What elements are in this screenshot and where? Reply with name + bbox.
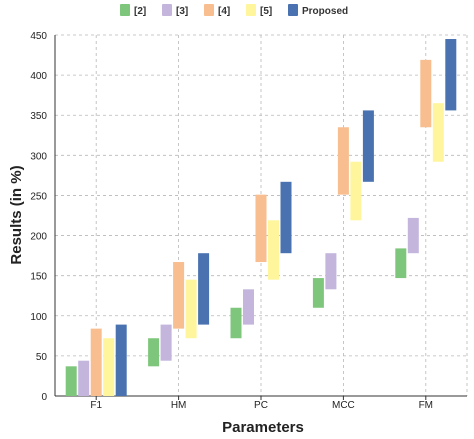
range-bar	[185, 279, 197, 339]
y-tick-label: 200	[30, 232, 47, 243]
legend-swatch	[120, 4, 130, 16]
legend-label: [5]	[260, 6, 272, 17]
x-tick-label: HM	[171, 400, 187, 411]
legend-label: [3]	[176, 6, 188, 17]
range-bar	[325, 253, 337, 290]
range-bar	[395, 248, 407, 279]
range-bar	[230, 307, 242, 339]
y-tick-label: 100	[30, 312, 47, 323]
legend-swatch	[246, 4, 256, 16]
range-bar	[173, 262, 185, 329]
range-bar	[78, 360, 90, 396]
y-tick-label: 350	[30, 111, 47, 122]
y-tick-label: 450	[30, 31, 47, 42]
range-bar	[243, 289, 254, 325]
legend-label: [4]	[218, 6, 230, 17]
range-bar	[312, 278, 324, 308]
y-tick-label: 300	[30, 151, 47, 162]
y-tick-label: 250	[30, 191, 47, 202]
x-axis-title: Parameters	[222, 419, 304, 434]
y-tick-label: 50	[36, 352, 48, 363]
range-bar	[115, 324, 127, 396]
range-bar	[103, 338, 115, 396]
x-tick-label: F1	[90, 400, 102, 411]
x-tick-label: MCC	[332, 400, 355, 411]
legend-label: Proposed	[302, 6, 348, 17]
axis-layer: 0 50 100 150 200 250 300 350 400 450 F1 HM PC MCC FM	[30, 31, 467, 411]
range-bar	[198, 253, 210, 325]
range-bar	[350, 161, 362, 221]
y-tick-label: 150	[30, 272, 47, 283]
range-bar	[90, 328, 102, 396]
range-bar	[420, 59, 432, 128]
range-bar	[407, 217, 419, 254]
range-bar	[160, 324, 172, 361]
range-bar	[268, 220, 279, 280]
range-bar	[65, 366, 77, 396]
y-tick-label: 400	[30, 71, 47, 82]
range-bar	[280, 181, 292, 254]
x-tick-label: PC	[254, 400, 268, 411]
range-bar	[362, 110, 374, 182]
y-axis-title: Results (in %)	[8, 165, 25, 264]
x-tick-label: FM	[419, 400, 433, 411]
legend-swatch	[204, 4, 214, 16]
range-bar	[445, 39, 457, 111]
legend: [2] [3] [4] [5] Proposed	[120, 4, 348, 17]
range-bar	[432, 103, 444, 162]
range-bar	[148, 338, 160, 367]
bar-layer	[65, 39, 457, 396]
legend-swatch	[162, 4, 172, 16]
range-bar	[255, 194, 267, 263]
range-bar	[337, 127, 349, 195]
y-tick-label: 0	[41, 392, 47, 403]
legend-swatch	[288, 4, 298, 16]
legend-label: [2]	[134, 6, 146, 17]
